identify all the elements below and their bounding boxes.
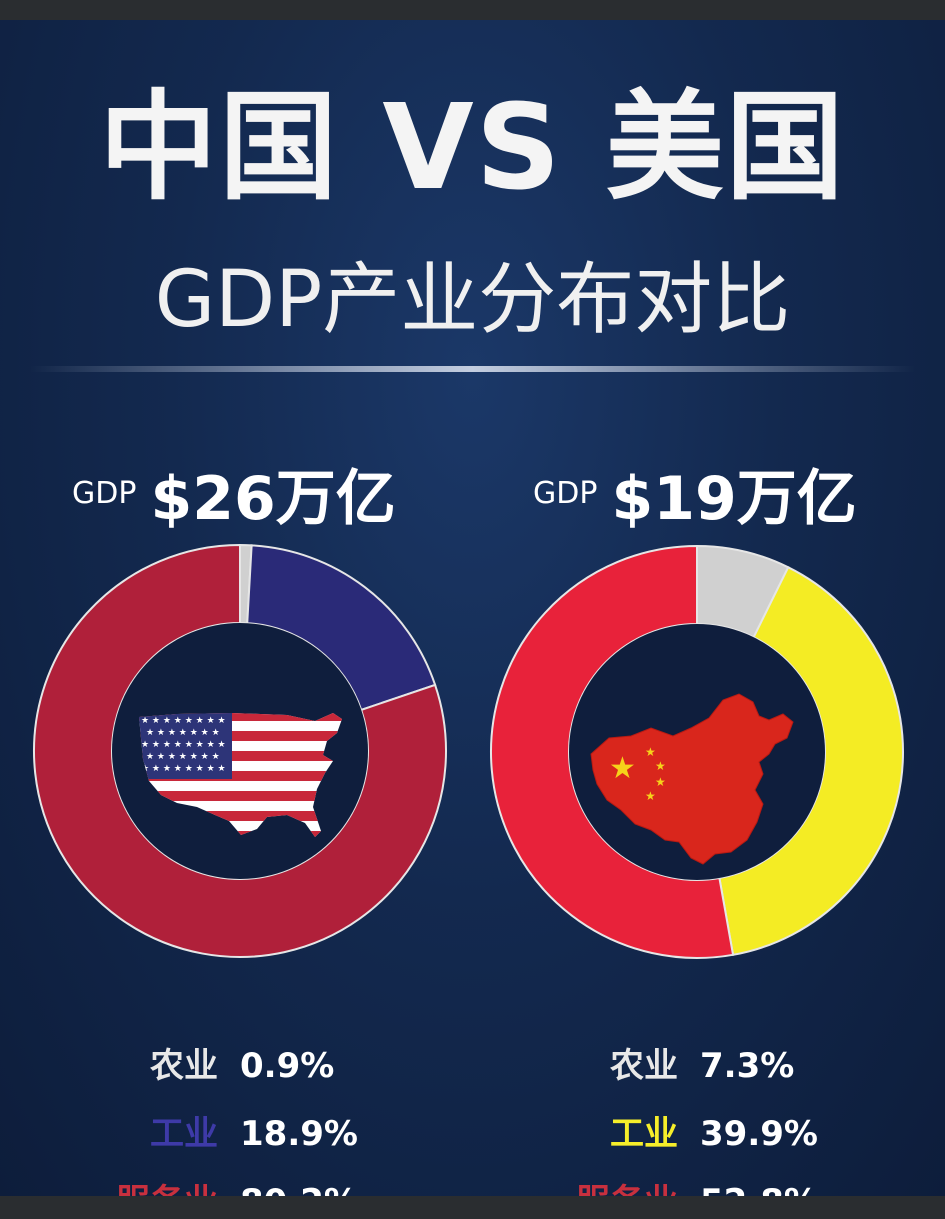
china-legend-services-value: 52.8% [700,1168,818,1196]
svg-text:★ ★ ★ ★ ★ ★ ★: ★ ★ ★ ★ ★ ★ ★ [146,752,220,762]
svg-text:★: ★ [609,751,636,786]
china-legend: 农业 7.3% 工业 39.9% 服务业 52.8% [560,1032,818,1196]
svg-text:★ ★ ★ ★ ★ ★ ★ ★: ★ ★ ★ ★ ★ ★ ★ ★ [141,740,226,750]
svg-text:★: ★ [655,775,666,789]
usa-legend-agriculture-value: 0.9% [240,1046,335,1086]
usa-legend-services-value: 80.2% [240,1168,358,1196]
china-legend-agriculture-label: 农业 [610,1046,678,1086]
usa-legend-industry-label: 工业 [150,1114,218,1154]
china-legend-agriculture-value: 7.3% [700,1046,795,1086]
china-legend-industry-label: 工业 [610,1114,678,1154]
usa-gdp-label: GDP [72,476,137,511]
china-gdp-heading: GDP $19万亿 [533,450,857,537]
usa-donut-chart: ★ ★ ★ ★ ★ ★ ★ ★ ★ ★ ★ ★ ★ ★ ★ ★ ★ ★ ★ ★ … [33,543,447,958]
svg-text:★ ★ ★ ★ ★ ★ ★ ★: ★ ★ ★ ★ ★ ★ ★ ★ [141,716,226,726]
usa-legend: 农业 0.9% 工业 18.9% 服务业 80.2% [100,1032,358,1196]
usa-gdp-heading: GDP $26万亿 [72,450,396,537]
usa-gdp-value: $26万亿 [150,464,396,534]
top-status-bar [0,0,945,20]
usa-legend-services-label: 服务业 [100,1168,218,1196]
china-donut-chart: ★ ★ ★ ★ ★ [490,544,904,959]
bottom-bar [0,1196,945,1219]
usa-legend-agriculture-label: 农业 [150,1046,218,1086]
china-legend-row-agriculture: 农业 7.3% [560,1032,818,1100]
china-gdp-value: $19万亿 [611,464,857,534]
main-title: 中国 VS 美国 [99,78,846,216]
usa-legend-row-agriculture: 农业 0.9% [100,1032,358,1100]
china-legend-row-industry: 工业 39.9% [560,1100,818,1168]
svg-text:★: ★ [645,745,656,759]
svg-text:★ ★ ★ ★ ★ ★ ★ ★: ★ ★ ★ ★ ★ ★ ★ ★ [141,764,226,774]
title-divider [30,366,915,372]
usa-legend-row-industry: 工业 18.9% [100,1100,358,1168]
china-legend-row-services: 服务业 52.8% [560,1168,818,1196]
svg-text:★: ★ [645,789,656,803]
usa-flag-map-icon: ★ ★ ★ ★ ★ ★ ★ ★ ★ ★ ★ ★ ★ ★ ★ ★ ★ ★ ★ ★ … [139,713,342,837]
infographic-panel: 中国 VS 美国 GDP产业分布对比 GDP $26万亿 [0,20,945,1196]
usa-legend-industry-value: 18.9% [240,1114,358,1154]
usa-donut-slices [33,543,447,958]
china-flag-map-icon: ★ ★ ★ ★ ★ [590,693,794,865]
svg-text:★ ★ ★ ★ ★ ★ ★: ★ ★ ★ ★ ★ ★ ★ [146,728,220,738]
china-legend-industry-value: 39.9% [700,1114,818,1154]
usa-slice-services [33,543,447,958]
usa-legend-row-services: 服务业 80.2% [100,1168,358,1196]
china-legend-services-label: 服务业 [560,1168,678,1196]
svg-text:★: ★ [655,759,666,773]
subtitle: GDP产业分布对比 [154,255,791,345]
china-gdp-label: GDP [533,476,598,511]
